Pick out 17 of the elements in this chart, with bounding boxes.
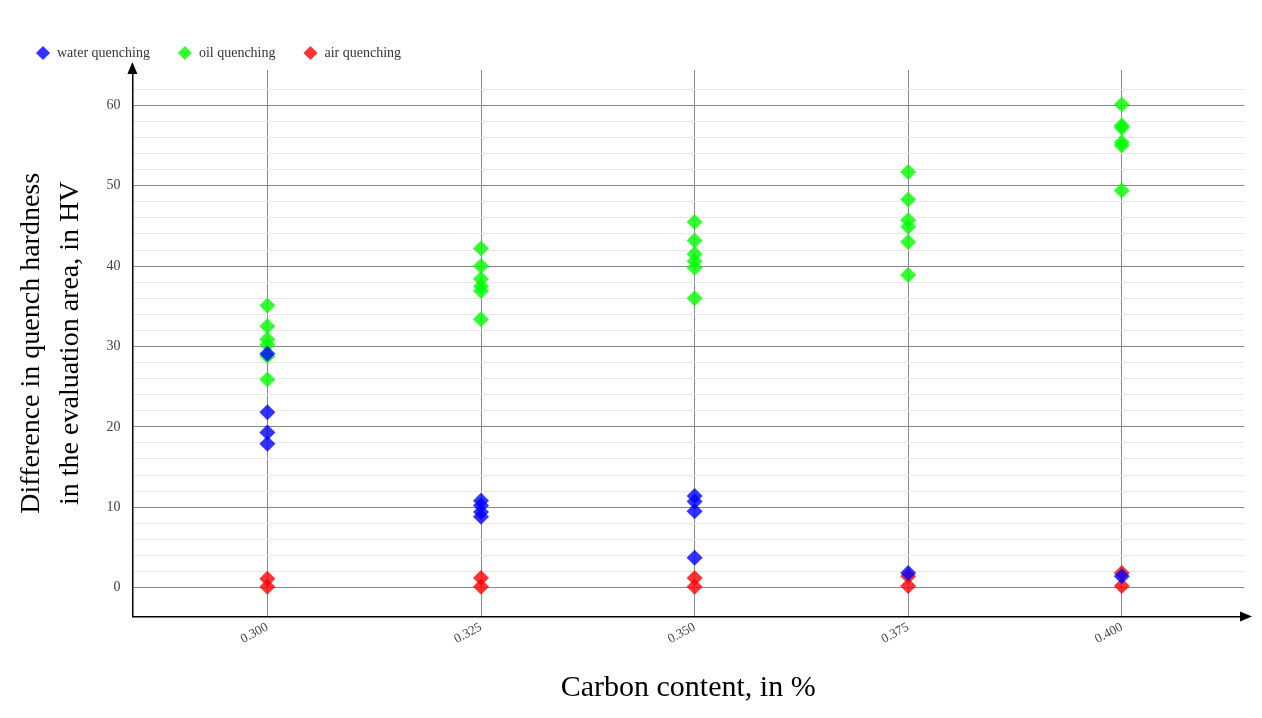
y-tick-label: 40 [106, 257, 121, 273]
y-tick-label: 50 [106, 177, 121, 193]
x-tick-label: 0.350 [664, 618, 698, 646]
legend-label: oil quenching [198, 44, 276, 60]
x-tick-label: 0.300 [237, 618, 271, 646]
y-tick-label: 0 [113, 579, 121, 595]
y-axis-title: Difference in quench hardness in the evaluation area, in HV [13, 172, 85, 514]
y-tick-label: 30 [106, 338, 121, 354]
y-tick-label: 10 [106, 498, 121, 514]
x-tick-label: 0.375 [878, 618, 912, 646]
x-tick-label: 0.400 [1091, 618, 1125, 646]
x-tick-label: 0.325 [451, 618, 485, 646]
x-axis-title: Carbon content, in % [560, 668, 816, 702]
y-tick-label: 60 [106, 97, 121, 113]
y-tick-label: 20 [106, 418, 121, 434]
legend-label: air quenching [324, 44, 402, 60]
legend-label: water quenching [57, 44, 150, 60]
